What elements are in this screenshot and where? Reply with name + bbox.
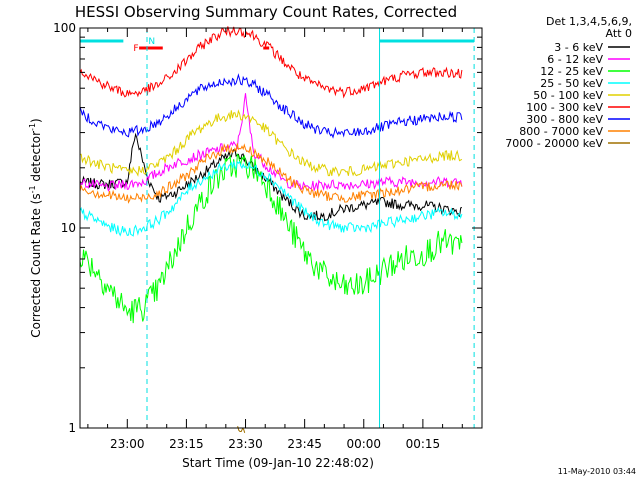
y-tick-label: 10 bbox=[61, 221, 76, 235]
y-axis-label: Corrected Count Rate (s-1 detector-1) bbox=[28, 118, 43, 337]
series-line bbox=[79, 152, 463, 324]
legend-entry-label: 3 - 6 keV bbox=[554, 41, 603, 54]
x-tick-label: 00:00 bbox=[346, 437, 381, 451]
x-tick-label: 23:15 bbox=[169, 437, 204, 451]
x-tick-label: 00:15 bbox=[406, 437, 441, 451]
series-line bbox=[237, 426, 246, 433]
x-axis-label: Start Time (09-Jan-10 22:48:02) bbox=[182, 456, 374, 470]
series-line bbox=[79, 73, 463, 139]
flag-n-label: N bbox=[148, 37, 155, 47]
x-tick-label: 23:45 bbox=[287, 437, 322, 451]
series-line bbox=[79, 109, 463, 177]
series-line bbox=[79, 143, 463, 204]
x-tick-label: 23:00 bbox=[110, 437, 145, 451]
legend-entry-label: 7000 - 20000 keV bbox=[505, 137, 603, 150]
series-line bbox=[79, 26, 463, 99]
legend-title-line-2: Att 0 bbox=[606, 27, 632, 40]
series-layer bbox=[79, 26, 463, 433]
legend-entry-label: 50 - 100 keV bbox=[533, 89, 603, 102]
y-tick-label: 1 bbox=[68, 421, 76, 435]
legend-entry-label: 800 - 7000 keV bbox=[519, 125, 603, 138]
series-line bbox=[79, 93, 463, 192]
series-line bbox=[79, 132, 463, 222]
chart-title: HESSI Observing Summary Count Rates, Cor… bbox=[75, 3, 457, 21]
y-tick-label: 100 bbox=[53, 21, 76, 35]
x-tick-label: 23:30 bbox=[228, 437, 263, 451]
legend-entry-label: 12 - 25 keV bbox=[540, 65, 603, 78]
legend-entry-label: 6 - 12 keV bbox=[547, 53, 603, 66]
flag-f-label: F bbox=[133, 44, 138, 54]
legend-entry-label: 25 - 50 keV bbox=[540, 77, 603, 90]
legend-title-line-1: Det 1,3,4,5,6,9, bbox=[546, 15, 632, 28]
x-axis: 23:00 23:15 23:30 23:45 00:00 00:15 bbox=[87, 28, 483, 451]
series-line bbox=[79, 160, 463, 237]
legend-entry-label: 300 - 800 keV bbox=[526, 113, 603, 126]
legend-entry-label: 100 - 300 keV bbox=[526, 101, 603, 114]
flag-layer: FN bbox=[80, 28, 475, 428]
y-axis: 1 10 100 bbox=[53, 21, 482, 435]
footer-date: 11-May-2010 03:44 bbox=[558, 467, 636, 476]
